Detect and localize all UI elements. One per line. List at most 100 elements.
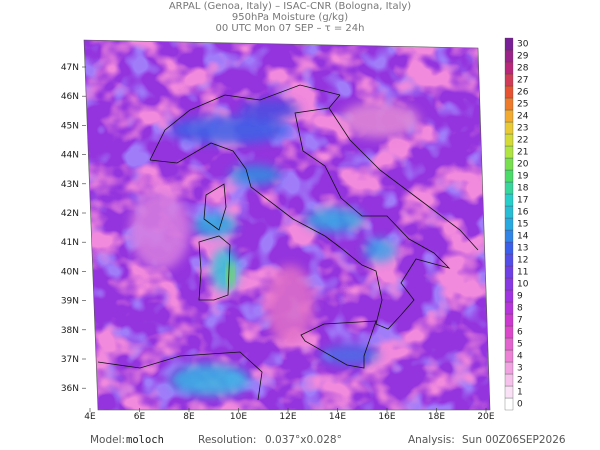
- colorbar-label: 5: [517, 340, 523, 350]
- colorbar-cell: [504, 313, 514, 327]
- lat-label: 36N: [61, 384, 79, 394]
- lon-label: 8E: [183, 412, 195, 422]
- colorbar-cell: [504, 337, 514, 351]
- colorbar-cell: [504, 289, 514, 303]
- colorbar-cell: [504, 397, 514, 411]
- colorbar-cell: [504, 97, 514, 111]
- colorbar-label: 2: [517, 376, 523, 386]
- colorbar-label: 24: [517, 112, 529, 122]
- colorbar-cell: [504, 181, 514, 195]
- colorbar-cell: [504, 373, 514, 387]
- resolution-value: 0.037°x0.028°: [265, 434, 342, 446]
- colorbar-label: 15: [517, 220, 528, 230]
- footer: Model: moloch Resolution: 0.037°x0.028° …: [90, 434, 566, 446]
- colorbar-label: 14: [517, 232, 529, 242]
- colorbar-cell: [504, 229, 514, 243]
- lat-label: 43N: [61, 180, 79, 190]
- lon-label: 16E: [378, 412, 395, 422]
- lat-label: 39N: [61, 297, 79, 307]
- colorbar-cell: [504, 349, 514, 363]
- lon-label: 20E: [477, 412, 494, 422]
- colorbar-label: 8: [517, 304, 523, 314]
- colorbar-label: 27: [517, 76, 528, 86]
- colorbar-label: 17: [517, 196, 528, 206]
- lat-axis: 47N 46N 45N 44N 43N 42N 41N 40N 39N 38N 37N 36N: [61, 63, 86, 394]
- colorbar-cell: [504, 169, 514, 183]
- colorbar-label: 9: [517, 292, 523, 302]
- colorbar-label: 18: [517, 184, 529, 194]
- lat-label: 37N: [61, 355, 79, 365]
- colorbar-label: 12: [517, 256, 528, 266]
- colorbar-cell: [504, 145, 514, 159]
- colorbar-label: 29: [517, 52, 529, 62]
- colorbar-label: 11: [517, 268, 528, 278]
- colorbar-label: 7: [517, 316, 523, 326]
- lat-label: 42N: [61, 209, 79, 219]
- colorbar-cell: [504, 241, 514, 255]
- colorbar-label: 19: [517, 172, 529, 182]
- colorbar-label: 26: [517, 88, 529, 98]
- moisture-field: [84, 40, 490, 410]
- lat-label: 44N: [61, 151, 79, 161]
- colorbar-label: 21: [517, 148, 528, 158]
- lat-label: 47N: [61, 63, 79, 73]
- colorbar-cell: [504, 73, 514, 87]
- lon-label: 4E: [84, 412, 96, 422]
- colorbar-label: 25: [517, 100, 528, 110]
- model-label: Model:: [90, 434, 125, 446]
- colorbar: 0123456789101112131415161718192021222324…: [504, 37, 529, 411]
- map-frame: [83, 39, 491, 411]
- lon-label: 10E: [230, 412, 247, 422]
- colorbar-cell: [504, 253, 514, 267]
- resolution-label: Resolution:: [198, 434, 256, 446]
- colorbar-cell: [504, 85, 514, 99]
- colorbar-label: 4: [517, 352, 523, 362]
- colorbar-cell: [504, 361, 514, 375]
- colorbar-cell: [504, 277, 514, 291]
- lat-label: 46N: [61, 92, 79, 102]
- colorbar-label: 23: [517, 124, 528, 134]
- coastlines: [97, 84, 479, 401]
- colorbar-cell: [504, 205, 514, 219]
- colorbar-label: 0: [517, 400, 523, 410]
- colorbar-cell: [504, 265, 514, 279]
- lat-label: 45N: [61, 121, 79, 131]
- colorbar-cell: [504, 133, 514, 147]
- colorbar-label: 28: [517, 64, 529, 74]
- colorbar-label: 3: [517, 364, 523, 374]
- colorbar-label: 1: [517, 388, 523, 398]
- lon-axis: 4E 6E 8E 10E 12E 14E 16E 18E 20E: [84, 408, 495, 422]
- colorbar-cell: [504, 61, 514, 75]
- colorbar-label: 16: [517, 208, 529, 218]
- colorbar-cell: [504, 301, 514, 315]
- colorbar-label: 20: [517, 160, 529, 170]
- colorbar-cell: [504, 121, 514, 135]
- colorbar-label: 22: [517, 136, 528, 146]
- colorbar-cell: [504, 325, 514, 339]
- colorbar-label: 6: [517, 328, 523, 338]
- header-line: 950hPa Moisture (g/kg): [232, 12, 348, 23]
- colorbar-cell: [504, 37, 514, 51]
- header-line: 00 UTC Mon 07 SEP – τ = 24h: [216, 23, 365, 34]
- colorbar-cell: [504, 193, 514, 207]
- colorbar-label: 10: [517, 280, 529, 290]
- lon-label: 12E: [279, 412, 296, 422]
- colorbar-label: 30: [517, 40, 529, 50]
- lon-label: 14E: [329, 412, 346, 422]
- colorbar-cell: [504, 157, 514, 171]
- analysis-label: Analysis:: [408, 434, 455, 446]
- colorbar-cell: [504, 109, 514, 123]
- analysis-value: Sun 00Z06SEP2026: [462, 434, 566, 446]
- lat-label: 38N: [61, 326, 79, 336]
- colorbar-cell: [504, 49, 514, 63]
- lat-label: 41N: [61, 238, 79, 248]
- model-value: moloch: [126, 434, 164, 446]
- lon-label: 18E: [428, 412, 445, 422]
- header-line: ARPAL (Genoa, Italy) – ISAC-CNR (Bologna…: [169, 1, 411, 12]
- colorbar-cell: [504, 217, 514, 231]
- lon-label: 6E: [134, 412, 146, 422]
- lat-label: 40N: [61, 267, 79, 277]
- colorbar-label: 13: [517, 244, 528, 254]
- colorbar-cell: [504, 385, 514, 399]
